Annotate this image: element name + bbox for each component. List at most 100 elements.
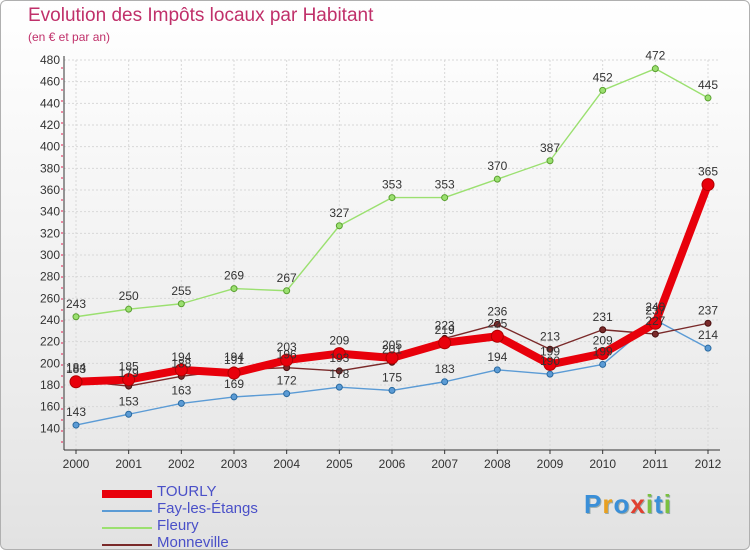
data-point bbox=[125, 410, 133, 418]
data-point bbox=[441, 378, 449, 386]
data-point bbox=[335, 367, 343, 375]
data-label: 178 bbox=[329, 367, 349, 381]
x-tick-label: 2001 bbox=[115, 457, 142, 471]
data-label: 194 bbox=[171, 350, 191, 364]
data-label: 193 bbox=[329, 351, 349, 365]
data-point bbox=[543, 357, 557, 371]
y-tick-label: 340 bbox=[40, 205, 60, 219]
data-label: 172 bbox=[277, 374, 297, 388]
data-label: 370 bbox=[487, 159, 507, 173]
data-label: 203 bbox=[277, 340, 297, 354]
x-tick-label: 2004 bbox=[273, 457, 300, 471]
data-label: 201 bbox=[382, 342, 402, 356]
data-point bbox=[493, 320, 501, 328]
data-label: 196 bbox=[277, 348, 297, 362]
data-label: 267 bbox=[277, 271, 297, 285]
data-label: 183 bbox=[66, 362, 86, 376]
legend-label: Monneville bbox=[157, 534, 229, 550]
data-label: 225 bbox=[487, 316, 507, 330]
data-point bbox=[546, 370, 554, 378]
data-point bbox=[546, 157, 554, 165]
data-label: 237 bbox=[698, 303, 718, 317]
data-point bbox=[599, 360, 607, 368]
data-point bbox=[177, 300, 185, 308]
x-tick-label: 2005 bbox=[326, 457, 353, 471]
data-point bbox=[493, 366, 501, 374]
data-point bbox=[546, 345, 554, 353]
data-point bbox=[177, 399, 185, 407]
data-point bbox=[230, 393, 238, 401]
data-label: 199 bbox=[540, 344, 560, 358]
data-point bbox=[388, 194, 396, 202]
y-tick-label: 260 bbox=[40, 291, 60, 305]
data-label: 472 bbox=[645, 49, 665, 63]
data-point bbox=[230, 285, 238, 293]
data-label: 194 bbox=[487, 350, 507, 364]
legend-swatch bbox=[102, 510, 152, 512]
data-point bbox=[174, 363, 188, 377]
data-point bbox=[704, 319, 712, 327]
data-point bbox=[493, 175, 501, 183]
data-label: 184 bbox=[66, 361, 86, 375]
data-point bbox=[704, 344, 712, 352]
data-label: 445 bbox=[698, 78, 718, 92]
y-tick-label: 240 bbox=[40, 313, 60, 327]
data-label: 237 bbox=[645, 303, 665, 317]
data-label: 240 bbox=[645, 300, 665, 314]
data-label: 190 bbox=[540, 354, 560, 368]
data-label: 353 bbox=[435, 178, 455, 192]
data-point bbox=[72, 313, 80, 321]
logo-letter: x bbox=[630, 489, 646, 519]
chart-subtitle: (en € et par an) bbox=[28, 30, 111, 44]
data-point bbox=[599, 86, 607, 94]
legend-swatch bbox=[102, 527, 152, 529]
x-tick-label: 2002 bbox=[168, 457, 195, 471]
data-label: 269 bbox=[224, 269, 244, 283]
data-point bbox=[599, 326, 607, 334]
y-tick-label: 280 bbox=[40, 270, 60, 284]
x-tick-label: 2007 bbox=[431, 457, 458, 471]
data-label: 209 bbox=[593, 334, 613, 348]
legend-item: Fay-les-Étangs bbox=[102, 500, 402, 520]
y-tick-label: 420 bbox=[40, 118, 60, 132]
proxiti-logo: Proxiti bbox=[584, 489, 672, 520]
data-point bbox=[122, 373, 136, 387]
x-tick-label: 2008 bbox=[484, 457, 511, 471]
y-tick-label: 220 bbox=[40, 335, 60, 349]
data-label: 153 bbox=[119, 394, 139, 408]
logo-letter: t bbox=[654, 489, 664, 519]
data-label: 223 bbox=[435, 318, 455, 332]
data-label: 209 bbox=[329, 334, 349, 348]
data-label: 353 bbox=[382, 178, 402, 192]
x-tick-label: 2011 bbox=[642, 457, 668, 471]
data-label: 191 bbox=[224, 353, 244, 367]
y-tick-label: 300 bbox=[40, 248, 60, 262]
y-tick-label: 160 bbox=[40, 400, 60, 414]
data-label: 219 bbox=[435, 323, 455, 337]
data-label: 169 bbox=[224, 377, 244, 391]
data-label: 236 bbox=[487, 304, 507, 318]
x-tick-label: 2009 bbox=[537, 457, 564, 471]
data-point bbox=[72, 421, 80, 429]
data-point bbox=[490, 329, 504, 343]
x-tick-label: 2006 bbox=[379, 457, 406, 471]
data-point bbox=[704, 94, 712, 102]
data-point bbox=[280, 353, 294, 367]
data-label: 243 bbox=[66, 297, 86, 311]
logo-letter: P bbox=[584, 489, 603, 519]
data-point bbox=[388, 386, 396, 394]
legend-item: Monneville bbox=[102, 534, 402, 550]
legend-swatch bbox=[102, 544, 152, 546]
data-point bbox=[283, 287, 291, 295]
data-point bbox=[283, 390, 291, 398]
data-label: 199 bbox=[593, 344, 613, 358]
data-point bbox=[651, 65, 659, 73]
x-tick-label: 2012 bbox=[695, 457, 722, 471]
data-point bbox=[701, 178, 715, 192]
y-tick-label: 440 bbox=[40, 96, 60, 110]
chart-title: Evolution des Impôts locaux par Habitant bbox=[28, 5, 374, 26]
y-tick-label: 180 bbox=[40, 378, 60, 392]
data-point bbox=[438, 336, 452, 350]
